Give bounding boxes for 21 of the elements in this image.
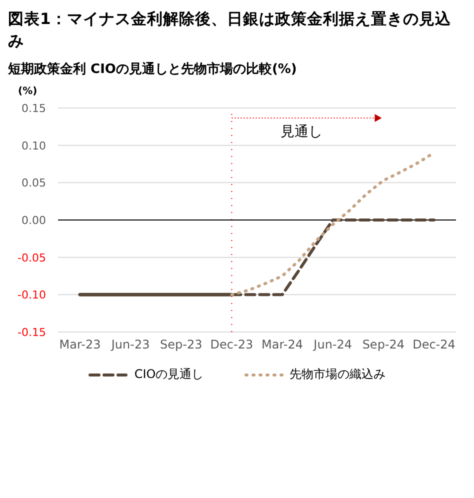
x-tick-label: Mar-24 (262, 338, 304, 352)
legend-label: CIOの見通し (134, 366, 204, 383)
y-tick-label: -0.10 (18, 288, 46, 302)
y-tick-label: 0.10 (22, 139, 46, 152)
x-tick-label: Jun-24 (312, 338, 352, 352)
x-tick-label: Dec-23 (210, 338, 254, 352)
y-tick-label: -0.05 (18, 251, 46, 264)
y-tick-label: 0.00 (22, 214, 46, 227)
x-tick-label: Jun-23 (110, 338, 150, 352)
annotation: 見通し (280, 124, 323, 140)
y-axis-title: (%) (18, 86, 38, 97)
x-tick-label: Sep-24 (362, 338, 405, 352)
legend-label: 先物市場の織込み (290, 366, 386, 383)
chart-title: 図表1：マイナス金利解除後、日銀は政策金利据え置きの見込み (8, 9, 452, 52)
y-tick-label: 0.15 (22, 102, 46, 115)
y-tick-label: -0.15 (18, 326, 46, 339)
x-tick-label: Mar-23 (59, 338, 101, 352)
chart-subtitle: 短期政策金利 CIOの見通しと先物市場の比較(%) (8, 60, 298, 78)
x-tick-label: Dec-24 (412, 338, 456, 352)
x-tick-label: Sep-23 (160, 338, 202, 352)
y-tick-label: 0.05 (22, 176, 46, 190)
